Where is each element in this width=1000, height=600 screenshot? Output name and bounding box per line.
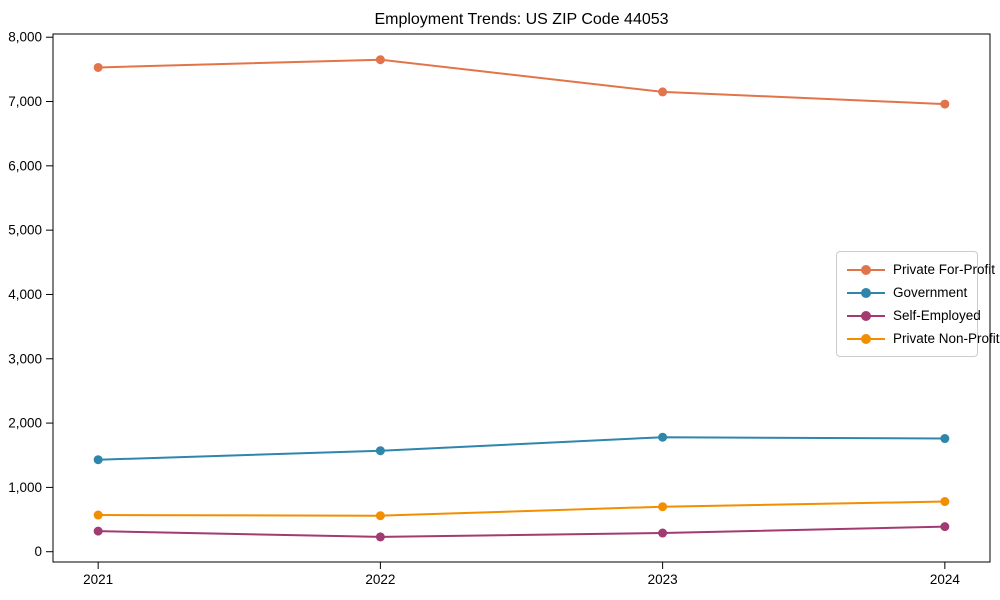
y-tick-label: 4,000 (8, 287, 42, 302)
data-point-self-employed-2024 (940, 522, 950, 532)
legend-label: Self-Employed (893, 308, 981, 323)
series-line-private-for-profit (97, 58, 946, 106)
data-point-government-2022 (375, 446, 385, 456)
data-point-self-employed-2023 (658, 528, 668, 538)
legend-entry-government: Government (847, 281, 967, 304)
legend-label: Private Non-Profit (893, 331, 1000, 346)
y-tick-label: 3,000 (8, 351, 42, 366)
legend-entry-self-employed: Self-Employed (847, 304, 981, 327)
x-tick-label: 2021 (83, 572, 113, 587)
data-point-private-non-profit-2022 (375, 511, 385, 521)
legend-entry-private-for-profit: Private For-Profit (847, 258, 995, 281)
y-tick-label: 1,000 (8, 480, 42, 495)
data-point-self-employed-2022 (375, 532, 385, 542)
data-point-private-non-profit-2021 (93, 510, 103, 520)
plot-frame (52, 33, 991, 563)
data-point-private-for-profit-2022 (375, 55, 385, 65)
legend: Private For-Profit Government Self-Emplo… (836, 251, 1000, 357)
data-point-private-non-profit-2024 (940, 497, 950, 507)
series-line-self-employed (97, 525, 946, 538)
data-point-private-non-profit-2023 (658, 502, 668, 512)
data-point-government-2023 (658, 432, 668, 442)
y-tick-label: 2,000 (8, 416, 42, 431)
y-tick-label: 7,000 (8, 94, 42, 109)
x-tick-label: 2024 (930, 572, 961, 587)
series-line-private-non-profit (97, 500, 946, 517)
series-line-government (97, 436, 946, 461)
legend-marker-line-dot-icon (847, 310, 885, 322)
y-tick-label: 6,000 (8, 158, 42, 173)
y-tick-label: 8,000 (8, 30, 42, 45)
y-tick-label: 5,000 (8, 223, 42, 238)
legend-marker-line-dot-icon (847, 264, 885, 276)
y-tick-label: 0 (34, 544, 42, 559)
data-point-private-for-profit-2021 (93, 62, 103, 72)
x-tick-label: 2022 (365, 572, 395, 587)
legend-label: Government (893, 285, 968, 300)
data-point-private-for-profit-2024 (940, 99, 950, 109)
x-tick-label: 2023 (648, 572, 678, 587)
legend-entry-private-non-profit: Private Non-Profit (847, 327, 1000, 350)
legend-marker-line-dot-icon (847, 333, 885, 345)
data-point-self-employed-2021 (93, 526, 103, 536)
legend-label: Private For-Profit (893, 262, 996, 277)
data-point-private-for-profit-2023 (658, 87, 668, 97)
data-point-government-2021 (93, 455, 103, 465)
chart-title: Employment Trends: US ZIP Code 44053 (374, 11, 669, 28)
legend-marker-line-dot-icon (847, 287, 885, 299)
data-point-government-2024 (940, 434, 950, 444)
